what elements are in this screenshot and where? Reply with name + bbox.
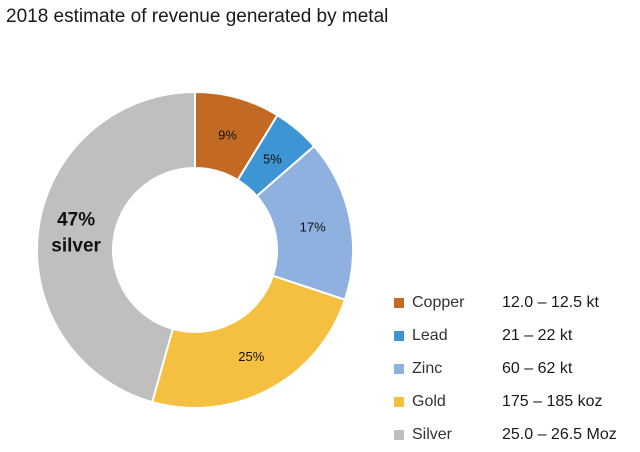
legend-item-lead: Lead 21 – 22 kt (394, 319, 617, 352)
legend-swatch (394, 330, 404, 341)
slice-label-copper: 9% (218, 127, 237, 142)
legend-swatch (394, 396, 404, 407)
slice-label-zinc: 17% (300, 219, 326, 234)
legend-range: 21 – 22 kt (502, 326, 573, 344)
legend: Copper 12.0 – 12.5 kt Lead 21 – 22 kt Zinc 60… (394, 286, 617, 451)
legend-swatch (394, 363, 404, 374)
slice-label-lead: 5% (263, 151, 282, 166)
legend-label: Copper (412, 293, 465, 311)
legend-item-copper: Copper 12.0 – 12.5 kt (394, 286, 617, 319)
legend-swatch (394, 429, 404, 440)
legend-item-gold: Gold 175 – 185 koz (394, 385, 617, 418)
legend-swatch (394, 297, 404, 308)
slice-sublabel-silver: silver (51, 236, 101, 257)
legend-label: Silver (412, 425, 453, 443)
legend-range: 25.0 – 26.5 Moz (502, 425, 617, 443)
legend-label: Lead (412, 326, 448, 344)
legend-label: Gold (412, 392, 446, 410)
slice-label-gold: 25% (238, 349, 264, 364)
slice-silver (36, 90, 196, 404)
slice-label-silver: 47% (57, 210, 95, 231)
slice-gold (150, 274, 347, 409)
legend-range: 175 – 185 koz (502, 392, 603, 410)
legend-item-zinc: Zinc 60 – 62 kt (394, 352, 617, 385)
chart-title: 2018 estimate of revenue generated by me… (6, 6, 389, 27)
legend-range: 60 – 62 kt (502, 359, 573, 377)
legend-label: Zinc (412, 359, 443, 377)
legend-range: 12.0 – 12.5 kt (502, 293, 599, 311)
legend-item-silver: Silver 25.0 – 26.5 Moz (394, 418, 617, 451)
